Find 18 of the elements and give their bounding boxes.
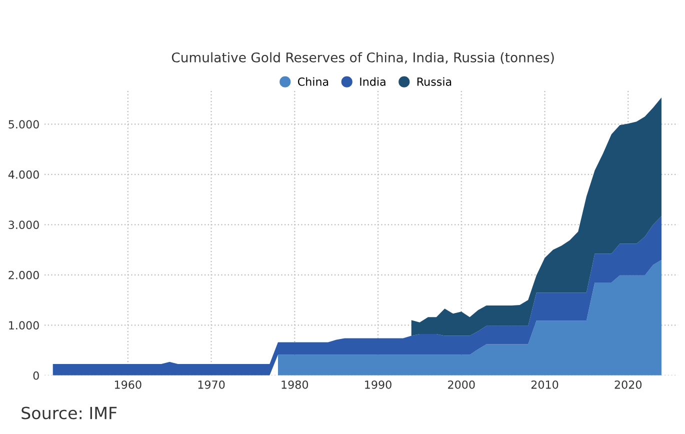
x-tick-label: 1970 <box>198 380 225 389</box>
y-tick-label: 2.000 <box>8 270 39 280</box>
y-tick-label: 5.000 <box>8 120 39 129</box>
source-note: Source: IMF <box>22 406 117 420</box>
legend-label: China <box>298 77 328 86</box>
x-tick-label: 2020 <box>614 380 642 389</box>
chart-title: Cumulative Gold Reserves of China, India, Russia (tonnes) <box>172 52 554 64</box>
y-tick-label: 1.000 <box>9 321 39 330</box>
legend-label: India <box>360 77 386 86</box>
y-tick-label: 4.000 <box>8 170 39 179</box>
y-tick-label: 0 <box>33 371 39 380</box>
legend-label: Russia <box>417 77 452 86</box>
y-tick-label: 3.000 <box>8 220 39 230</box>
x-tick-label: 1960 <box>114 380 142 389</box>
x-tick-label: 2000 <box>448 380 475 389</box>
x-tick-label: 2010 <box>531 380 558 389</box>
x-tick-label: 1980 <box>282 380 308 389</box>
x-tick-label: 1990 <box>365 380 392 389</box>
